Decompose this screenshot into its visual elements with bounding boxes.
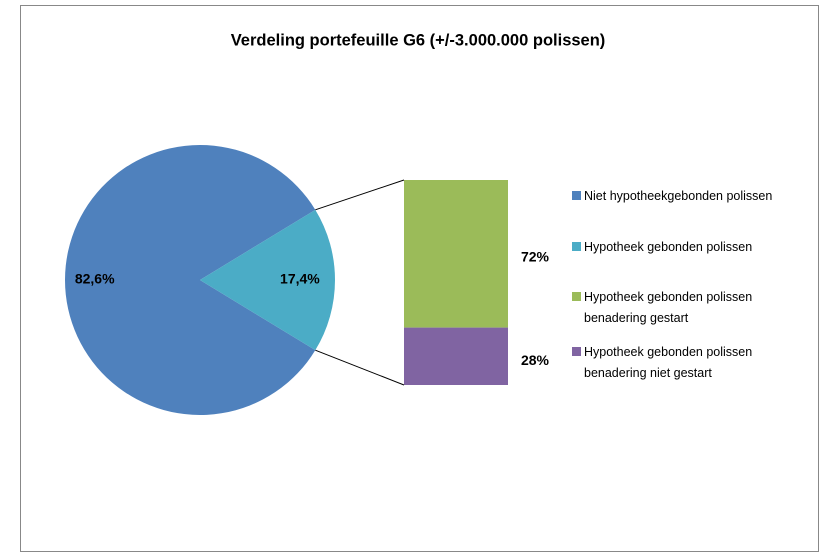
connector-line bbox=[315, 349, 405, 386]
bar-segment bbox=[404, 327, 508, 385]
pie-slice bbox=[200, 209, 335, 351]
bar-segment bbox=[404, 180, 508, 328]
data-label: 72% bbox=[521, 249, 550, 265]
data-label: 28% bbox=[521, 352, 550, 368]
legend-item: Hypotheek gebonden polissen benadering n… bbox=[572, 342, 812, 384]
data-label: 17,4% bbox=[280, 271, 320, 287]
legend-item: Hypotheek gebonden polissen bbox=[572, 237, 812, 258]
legend-swatch bbox=[572, 191, 581, 200]
legend-swatch bbox=[572, 242, 581, 251]
legend-label: Hypotheek gebonden polissen bbox=[584, 240, 753, 254]
legend-swatch bbox=[572, 347, 581, 356]
legend-item: Hypotheek gebonden polissen benadering g… bbox=[572, 287, 812, 329]
legend-label: Niet hypotheekgebonden polissen bbox=[584, 189, 773, 203]
legend-swatch bbox=[572, 292, 581, 301]
pie-slice bbox=[65, 145, 316, 415]
legend-item: Niet hypotheekgebonden polissen bbox=[572, 186, 812, 207]
data-label: 82,6% bbox=[75, 271, 115, 287]
legend-label: Hypotheek gebonden polissen benadering g… bbox=[584, 290, 753, 325]
chart-title: Verdeling portefeuille G6 (+/-3.000.000 … bbox=[231, 31, 606, 49]
legend-label: Hypotheek gebonden polissen benadering n… bbox=[584, 345, 753, 380]
connector-line bbox=[315, 179, 405, 211]
